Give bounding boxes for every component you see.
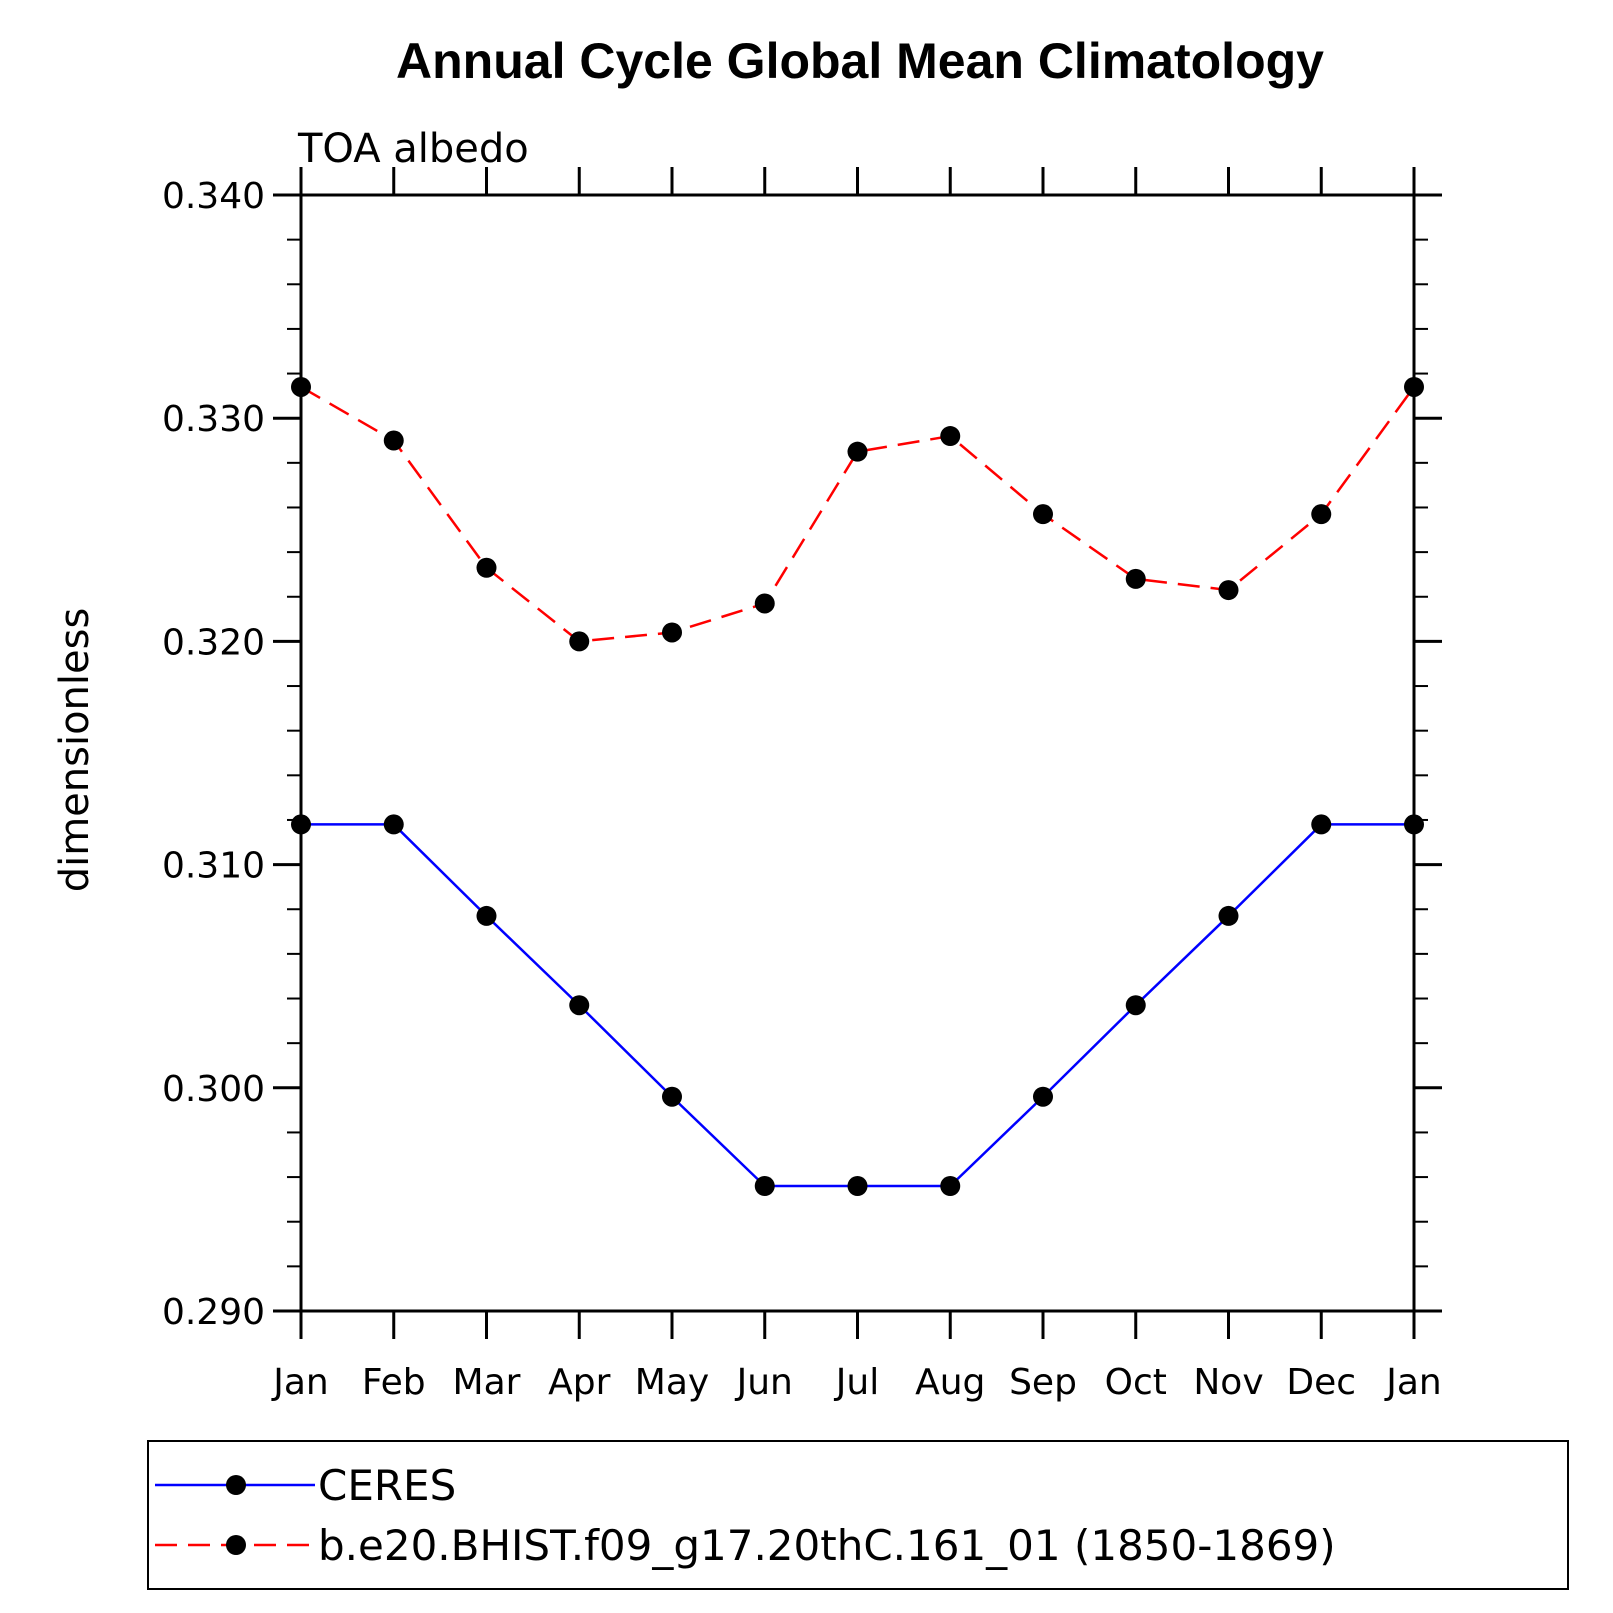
data-point: [1311, 504, 1332, 525]
data-point: [1311, 814, 1332, 835]
data-point: [476, 905, 497, 926]
plot-frame: [299, 193, 1416, 1313]
y-tick-label: 0.310: [162, 846, 265, 887]
data-point: [383, 430, 404, 451]
data-point: [1404, 814, 1424, 835]
data-point: [1125, 568, 1146, 589]
data-point: [1033, 504, 1053, 525]
x-tick-label: Dec: [1286, 1362, 1356, 1403]
data-point: [291, 814, 311, 835]
data-point: [1033, 1086, 1053, 1107]
chart-subtitle: TOA albedo: [297, 126, 529, 172]
data-point: [847, 1176, 868, 1197]
data-point: [847, 441, 868, 462]
data-point: [662, 622, 682, 643]
x-tick-label: Feb: [362, 1362, 426, 1403]
data-point: [1404, 376, 1424, 397]
legend-marker: [226, 1475, 246, 1495]
data-point: [754, 593, 775, 614]
series-line-0: [301, 823, 1414, 1188]
legend-marker: [226, 1535, 246, 1555]
y-tick-label: 0.320: [162, 622, 265, 663]
series-line-1: [300, 385, 1416, 643]
y-axis-label: dimensionless: [52, 608, 98, 893]
data-point: [569, 631, 590, 652]
data-point: [662, 1086, 682, 1107]
y-tick-label: 0.340: [162, 176, 265, 217]
x-tick-label: Jan: [1384, 1362, 1442, 1403]
legend-label-1: b.e20.BHIST.f09_g17.20thC.161_01 (1850-1…: [318, 1521, 1336, 1570]
data-point: [383, 814, 404, 835]
y-tick-label: 0.300: [162, 1069, 265, 1110]
data-point: [569, 995, 590, 1016]
y-tick-labels: 0.290 0.300 0.310 0.320 0.330 0.340: [162, 176, 265, 1333]
data-point: [1125, 995, 1146, 1016]
data-point: [754, 1176, 775, 1197]
data-point: [1218, 580, 1239, 601]
legend-box: [147, 1440, 1569, 1590]
x-tick-label: Jun: [735, 1362, 793, 1403]
x-tick-label: Oct: [1105, 1362, 1167, 1403]
x-tick-label: Nov: [1193, 1362, 1263, 1403]
series-layer: [291, 376, 1424, 1197]
chart-title: Annual Cycle Global Mean Climatology: [396, 33, 1324, 89]
data-point: [291, 376, 311, 397]
y-tick-label: 0.290: [162, 1292, 265, 1333]
data-point: [940, 426, 961, 447]
data-point: [1218, 905, 1239, 926]
y-tick-label: 0.330: [162, 399, 265, 440]
legend: CERES b.e20.BHIST.f09_g17.20thC.161_01 (1…: [155, 1461, 1336, 1570]
x-tick-labels: Jan Feb Mar Apr May Jun Jul Aug Sep Oct Nov Dec Jan: [271, 1362, 1442, 1403]
x-tick-label: Aug: [915, 1362, 985, 1403]
x-tick-label: Sep: [1009, 1362, 1077, 1403]
data-point: [476, 557, 497, 578]
x-tick-label: Jan: [271, 1362, 329, 1403]
data-point: [940, 1176, 961, 1197]
x-tick-label: May: [635, 1362, 709, 1403]
x-tick-label: Apr: [548, 1362, 610, 1403]
x-tick-label: Mar: [453, 1362, 521, 1403]
x-tick-label: Jul: [834, 1362, 879, 1403]
legend-label-0: CERES: [318, 1461, 456, 1510]
axis-ticks: [273, 167, 1442, 1339]
